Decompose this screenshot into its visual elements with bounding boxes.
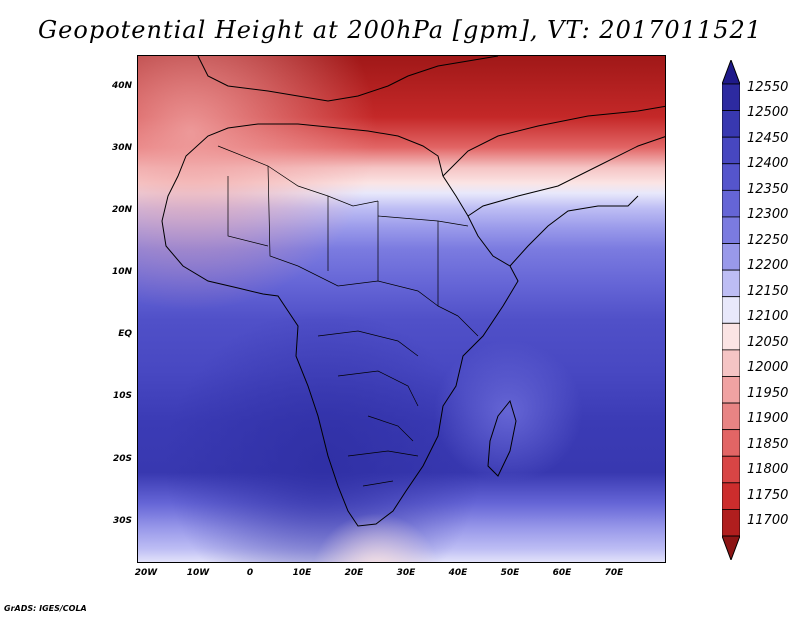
colorbar-boxes bbox=[722, 83, 740, 537]
country-borders bbox=[217, 145, 479, 487]
colorbar-swatch bbox=[722, 429, 740, 457]
lat-label-10s: 10S bbox=[112, 391, 132, 401]
colorbar-swatch bbox=[722, 243, 740, 271]
colorbar-swatch bbox=[722, 163, 740, 191]
lat-label-30s: 30S bbox=[112, 516, 132, 526]
grads-credit: GrADS: IGES/COLA bbox=[4, 604, 87, 613]
map-title: Geopotential Height at 200hPa [gpm], VT:… bbox=[38, 16, 762, 44]
lat-label-eq: EQ bbox=[118, 329, 132, 339]
colorbar-label-11900: 11900 bbox=[747, 411, 789, 426]
colorbar-label-12400: 12400 bbox=[747, 156, 789, 171]
lon-label-0: 0 bbox=[246, 568, 254, 578]
colorbar-swatch bbox=[722, 189, 740, 218]
colorbar-label-12100: 12100 bbox=[747, 309, 789, 324]
colorbar-swatch bbox=[722, 482, 740, 510]
colorbar-top-arrow bbox=[722, 60, 740, 85]
colorbar-label-11950: 11950 bbox=[747, 386, 789, 401]
colorbar-swatch bbox=[722, 349, 740, 377]
lon-label-20e: 20E bbox=[344, 568, 364, 578]
lon-label-40e: 40E bbox=[448, 568, 468, 578]
colorbar-swatch bbox=[722, 455, 740, 484]
colorbar-swatch bbox=[722, 296, 740, 324]
lat-label-20s: 20S bbox=[112, 454, 132, 464]
lat-label-40n: 40N bbox=[111, 81, 132, 91]
lon-label-60e: 60E bbox=[552, 568, 572, 578]
colorbar-label-12500: 12500 bbox=[747, 105, 789, 120]
colorbar-label-12200: 12200 bbox=[747, 258, 789, 273]
colorbar-swatch bbox=[722, 110, 740, 138]
colorbar-label-12050: 12050 bbox=[747, 335, 789, 350]
colorbar-label-11800: 11800 bbox=[747, 462, 789, 477]
lat-label-30n: 30N bbox=[111, 143, 132, 153]
colorbar-label-11750: 11750 bbox=[747, 488, 789, 503]
coastlines bbox=[161, 56, 665, 527]
lon-label-70e: 70E bbox=[604, 568, 624, 578]
colorbar-swatch bbox=[722, 322, 740, 351]
map-canvas bbox=[138, 56, 665, 562]
colorbar-label-12450: 12450 bbox=[747, 131, 789, 146]
colorbar-swatch bbox=[722, 402, 740, 431]
colorbar-label-12150: 12150 bbox=[747, 284, 789, 299]
colorbar-swatch bbox=[722, 83, 740, 111]
geopotential-map bbox=[137, 55, 666, 563]
colorbar-graphic bbox=[722, 60, 740, 560]
lat-label-20n: 20N bbox=[111, 205, 132, 215]
colorbar-swatch bbox=[722, 269, 740, 298]
colorbar-swatch bbox=[722, 216, 740, 244]
lon-label-50e: 50E bbox=[500, 568, 520, 578]
colorbar-label-12000: 12000 bbox=[747, 360, 789, 375]
height-field-south-edge bbox=[138, 56, 665, 562]
lon-label-20w: 20W bbox=[134, 568, 158, 578]
lon-label-30e: 30E bbox=[396, 568, 416, 578]
colorbar-label-12300: 12300 bbox=[747, 207, 789, 222]
colorbar-label-11700: 11700 bbox=[747, 513, 789, 528]
colorbar-swatch bbox=[722, 509, 740, 537]
colorbar-label-12250: 12250 bbox=[747, 233, 789, 248]
colorbar-label-12550: 12550 bbox=[747, 80, 789, 95]
colorbar-bottom-arrow bbox=[722, 535, 740, 560]
lon-label-10w: 10W bbox=[186, 568, 210, 578]
lat-label-10n: 10N bbox=[111, 267, 132, 277]
lon-label-10e: 10E bbox=[292, 568, 312, 578]
colorbar-label-12350: 12350 bbox=[747, 182, 789, 197]
colorbar-swatch bbox=[722, 136, 740, 165]
colorbar-label-11850: 11850 bbox=[747, 437, 789, 452]
colorbar-swatch bbox=[722, 376, 740, 404]
